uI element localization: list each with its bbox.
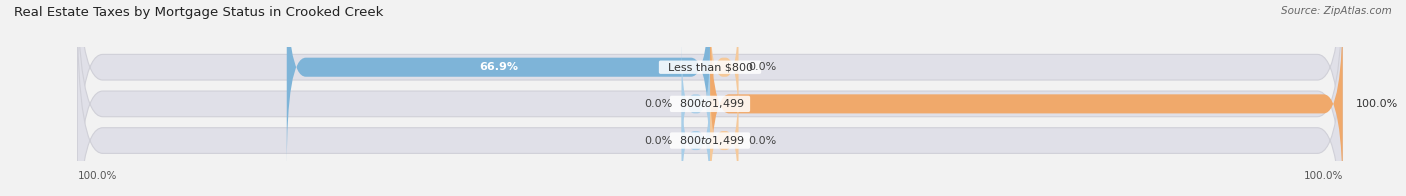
FancyBboxPatch shape: [682, 40, 710, 168]
Text: 0.0%: 0.0%: [644, 136, 672, 146]
FancyBboxPatch shape: [287, 0, 710, 168]
FancyBboxPatch shape: [710, 3, 738, 131]
FancyBboxPatch shape: [77, 7, 1343, 196]
Text: 100.0%: 100.0%: [1355, 99, 1398, 109]
Text: Less than $800: Less than $800: [661, 62, 759, 72]
Text: 0.0%: 0.0%: [748, 62, 776, 72]
Text: 100.0%: 100.0%: [77, 171, 117, 181]
Text: Source: ZipAtlas.com: Source: ZipAtlas.com: [1281, 6, 1392, 16]
Text: 0.0%: 0.0%: [644, 99, 672, 109]
Text: Real Estate Taxes by Mortgage Status in Crooked Creek: Real Estate Taxes by Mortgage Status in …: [14, 6, 384, 19]
Text: $800 to $1,499: $800 to $1,499: [672, 134, 748, 147]
FancyBboxPatch shape: [710, 3, 1343, 196]
FancyBboxPatch shape: [710, 77, 738, 196]
FancyBboxPatch shape: [77, 0, 1343, 196]
FancyBboxPatch shape: [77, 0, 1343, 196]
Text: 66.9%: 66.9%: [479, 62, 517, 72]
Text: $800 to $1,499: $800 to $1,499: [672, 97, 748, 110]
Text: 0.0%: 0.0%: [748, 136, 776, 146]
Text: 100.0%: 100.0%: [1303, 171, 1343, 181]
FancyBboxPatch shape: [682, 77, 710, 196]
